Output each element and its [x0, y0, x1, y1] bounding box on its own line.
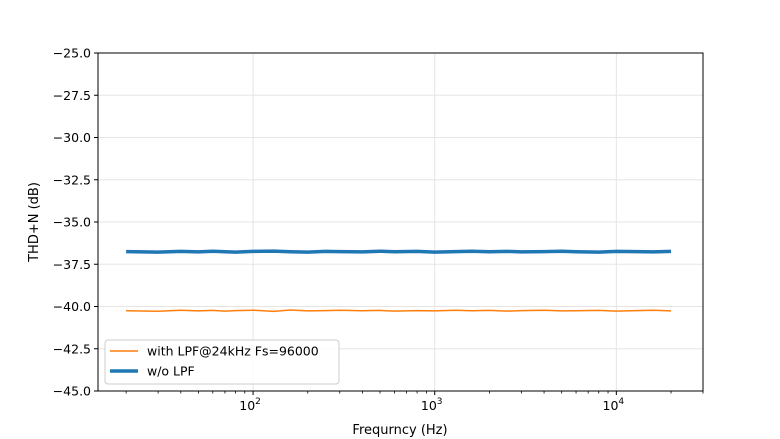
y-tick-label: −42.5	[53, 341, 91, 356]
y-axis: −25.0 −27.5 −30.0 −32.5 −35.0 −37.5 −40.0 −42.5…	[53, 46, 98, 399]
x-tick-exponent: 4	[618, 397, 624, 407]
x-tick-exponent: 3	[437, 397, 443, 407]
y-tick-label: −32.5	[53, 172, 91, 187]
series-line-1	[126, 249, 672, 254]
y-tick-label: −30.0	[53, 130, 91, 145]
x-tick-label: 104	[603, 397, 625, 413]
y-tick-label: −45.0	[53, 384, 91, 399]
x-tick-label: 102	[239, 397, 261, 413]
x-tick-label: 103	[421, 397, 443, 413]
y-tick-label: −27.5	[53, 88, 91, 103]
x-axis-label: Frequrncy (Hz)	[352, 423, 447, 438]
x-tick-base: 10	[603, 398, 619, 413]
x-axis: 102 103 104	[125, 391, 704, 413]
y-tick-label: −40.0	[53, 299, 91, 314]
x-tick-base: 10	[421, 398, 437, 413]
legend-label-0: with LPF@24kHz Fs=96000	[147, 344, 319, 359]
legend: with LPF@24kHz Fs=96000 w/o LPF	[104, 339, 340, 385]
data-series	[126, 249, 672, 313]
y-tick-label: −25.0	[53, 46, 91, 61]
series-line-0	[126, 309, 672, 313]
legend-label-1: w/o LPF	[147, 364, 195, 379]
x-tick-exponent: 2	[255, 397, 261, 407]
y-tick-label: −35.0	[53, 215, 91, 230]
x-tick-base: 10	[239, 398, 255, 413]
y-tick-label: −37.5	[53, 257, 91, 272]
legend-box	[104, 339, 340, 385]
y-axis-label: THD+N (dB)	[27, 182, 42, 263]
